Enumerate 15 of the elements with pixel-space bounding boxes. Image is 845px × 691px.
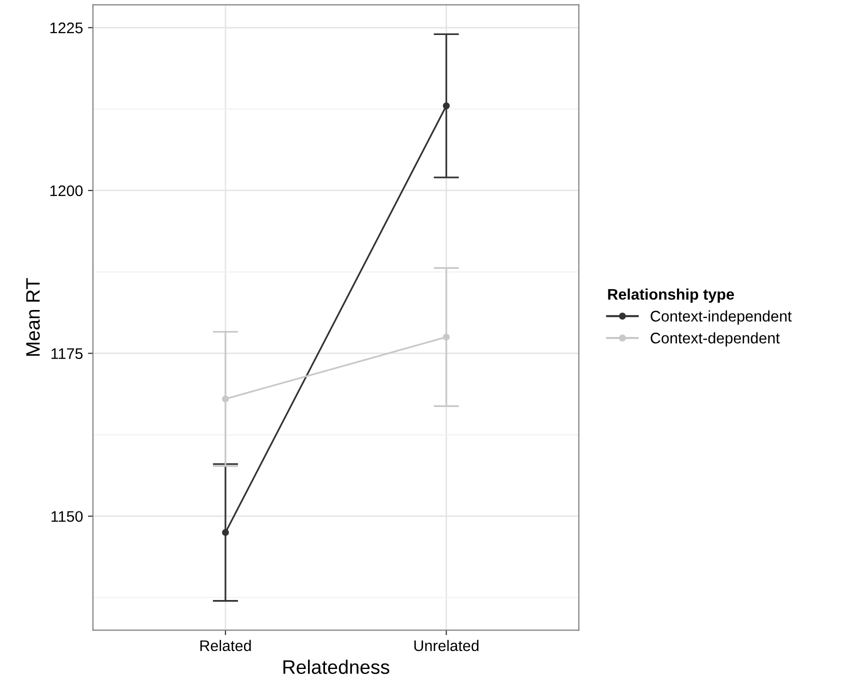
point — [442, 102, 450, 110]
legend-label: Context-dependent — [650, 332, 780, 347]
x-tick-label: Related — [200, 640, 251, 652]
y-tick-label: 1200 — [50, 185, 83, 196]
point — [222, 395, 229, 402]
legend-label: Context-independent — [650, 310, 792, 325]
y-tick-label: 1225 — [50, 22, 83, 34]
legend-title: Relationship type — [608, 288, 734, 303]
x-axis-title: Relatedness — [283, 660, 390, 674]
x-tick-label: Unrelated — [414, 640, 478, 652]
point — [222, 529, 229, 536]
point — [442, 334, 450, 341]
y-tick-label: 1150 — [52, 511, 83, 522]
y-axis-title: Mean RT — [26, 278, 40, 356]
y-tick-label: 1175 — [52, 348, 83, 360]
